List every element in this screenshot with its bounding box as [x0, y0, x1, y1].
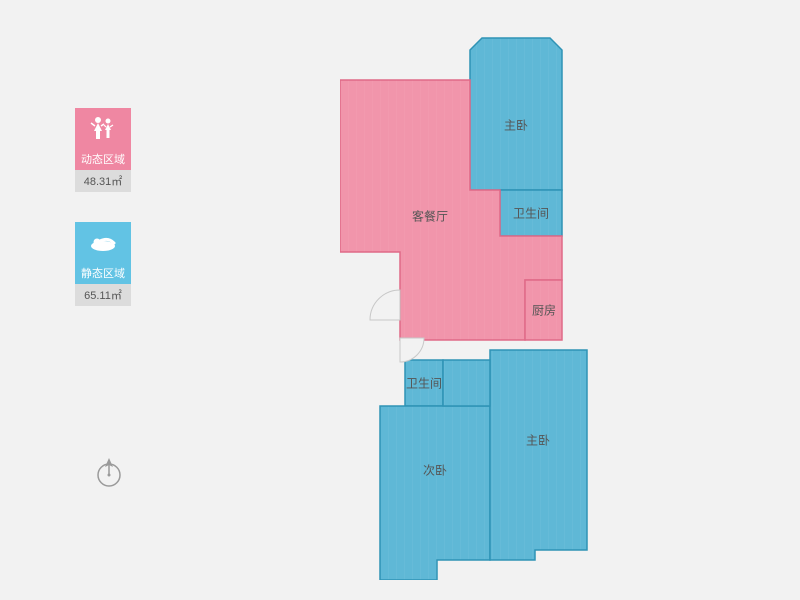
door-arc [370, 290, 400, 320]
room-second-bed [380, 406, 490, 580]
room-label-master-bed-top: 主卧 [504, 117, 528, 134]
legend-dynamic-title: 动态区域 [75, 148, 131, 170]
room-label-bath-mid: 卫生间 [406, 375, 442, 392]
legend-static-title: 静态区域 [75, 262, 131, 284]
room-label-kitchen: 厨房 [532, 302, 556, 319]
legend-static: 静态区域 65.11㎡ [75, 222, 131, 306]
room-master-bed-bot [490, 350, 587, 560]
room-label-bath-top: 卫生间 [513, 205, 549, 222]
room-label-master-bed-bot: 主卧 [526, 432, 550, 449]
compass-icon [92, 455, 126, 489]
sleep-icon [75, 222, 131, 262]
room-label-living: 客餐厅 [412, 208, 448, 225]
room-corridor-fill [443, 360, 490, 406]
legend-static-value: 65.11㎡ [75, 284, 131, 306]
legend-dynamic: 动态区域 48.31㎡ [75, 108, 131, 192]
legend-dynamic-value: 48.31㎡ [75, 170, 131, 192]
legend-panel: 动态区域 48.31㎡ 静态区域 65.11㎡ [75, 108, 131, 336]
floorplan-svg [340, 20, 680, 580]
room-label-second-bed: 次卧 [423, 462, 447, 479]
floorplan: 主卧卫生间客餐厅厨房卫生间次卧主卧 [340, 20, 680, 580]
people-icon [75, 108, 131, 148]
room-master-bed-top [470, 38, 562, 190]
door-arc [400, 338, 424, 362]
